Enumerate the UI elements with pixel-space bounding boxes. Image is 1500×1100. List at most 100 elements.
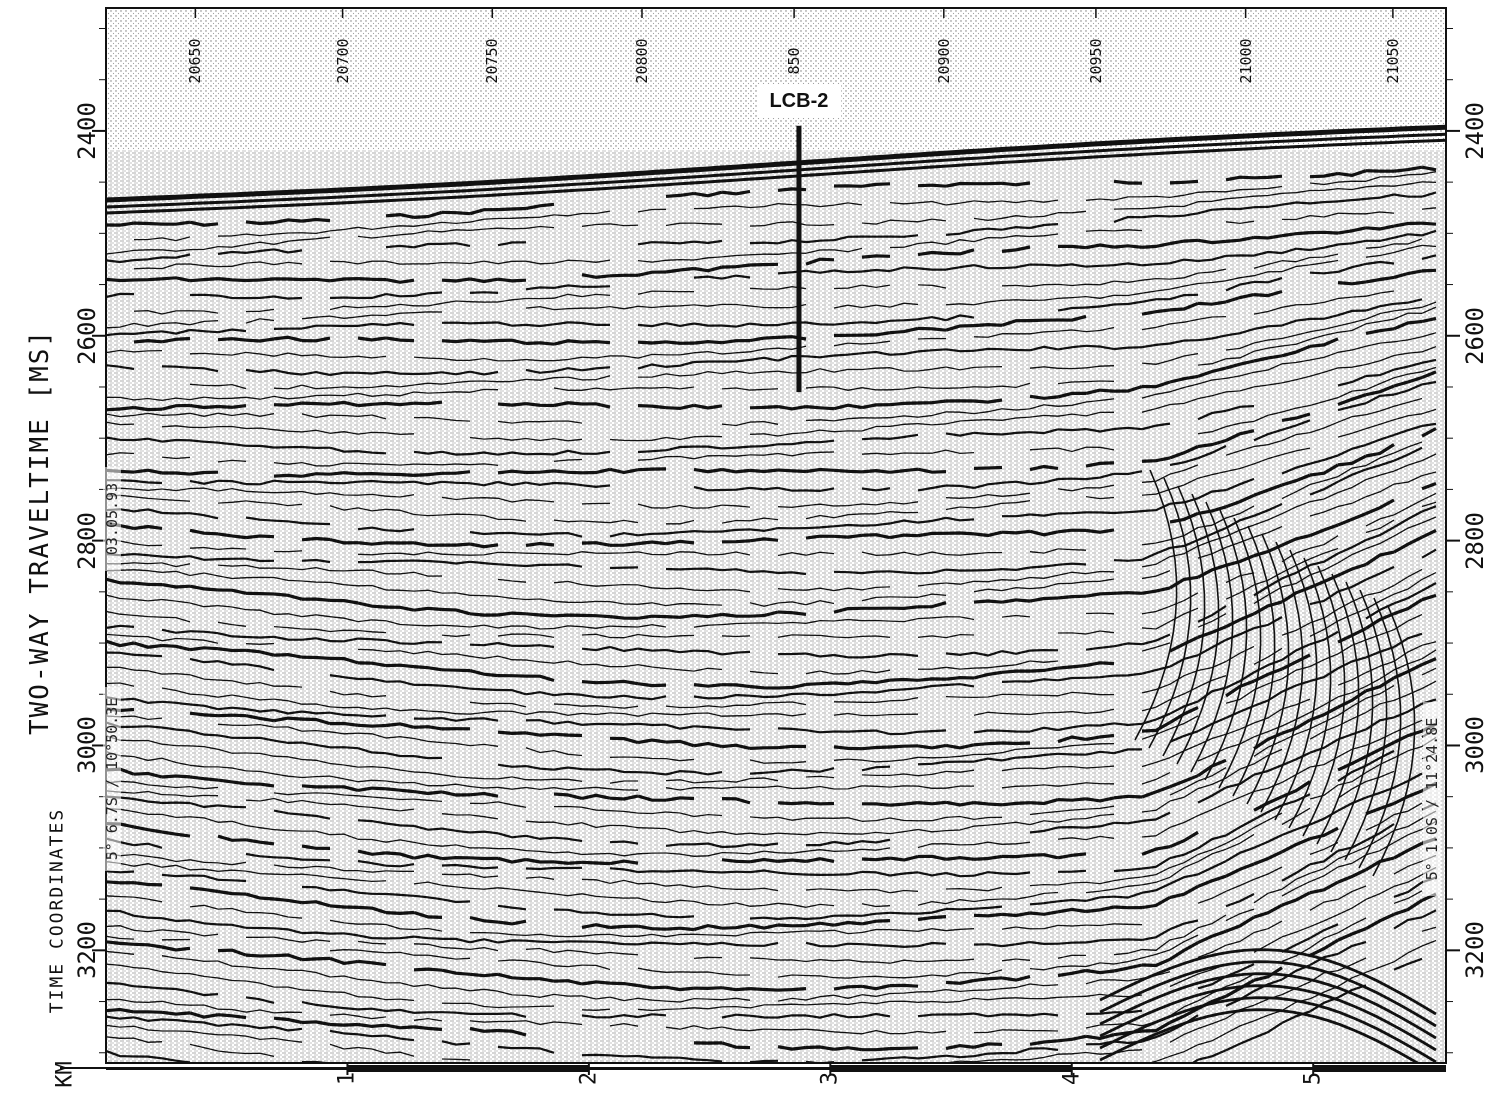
reflector — [862, 1049, 890, 1050]
reflector — [750, 623, 778, 624]
y-tick-label-left: 2400 — [73, 96, 101, 166]
reflector — [498, 1021, 526, 1022]
reflector — [526, 1078, 554, 1080]
reflector — [666, 916, 694, 917]
reflector — [582, 862, 610, 863]
reflector — [414, 561, 442, 562]
reflector — [890, 985, 918, 986]
reflector — [1058, 429, 1086, 430]
reflector — [750, 748, 778, 749]
reflector — [414, 969, 442, 970]
reflector — [1002, 743, 1030, 744]
reflector — [778, 746, 806, 747]
reflector — [946, 909, 974, 910]
reflector — [1002, 300, 1030, 301]
reflector — [974, 743, 1002, 745]
reflector — [246, 955, 274, 956]
reflector — [638, 871, 666, 872]
reflector — [750, 1079, 778, 1082]
reflector — [722, 614, 750, 616]
reflector — [974, 468, 1002, 469]
reflector — [302, 786, 330, 787]
reflector — [218, 649, 246, 651]
reflector — [442, 1085, 470, 1086]
reflector — [974, 325, 1002, 326]
reflector — [890, 1074, 918, 1077]
reflector — [526, 941, 554, 943]
reflector — [470, 1076, 498, 1078]
reflector — [134, 268, 162, 269]
reflector — [218, 279, 246, 281]
reflector — [498, 404, 526, 406]
reflector — [470, 974, 498, 975]
reflector — [526, 1006, 554, 1007]
reflector — [778, 918, 806, 919]
reflector — [918, 1085, 946, 1086]
reflector — [246, 536, 274, 538]
reflector — [470, 292, 498, 293]
reflector — [778, 803, 806, 804]
reflector — [1114, 560, 1142, 561]
reflector — [386, 913, 414, 914]
reflector — [554, 941, 582, 942]
reflector — [1114, 1064, 1142, 1065]
reflector — [750, 264, 778, 265]
trace-number-label: 20700 — [334, 21, 352, 101]
reflector — [918, 1074, 946, 1075]
well-trajectory — [796, 126, 801, 392]
reflector — [1030, 265, 1058, 266]
reflector — [778, 1070, 806, 1073]
reflector — [134, 655, 162, 656]
y-tick-label-left: 2800 — [73, 506, 101, 576]
reflector — [582, 682, 610, 683]
reflector — [302, 447, 330, 448]
reflector — [358, 725, 386, 726]
reflector — [778, 1004, 806, 1005]
reflector — [498, 218, 526, 219]
reflector — [1058, 512, 1086, 513]
km-bar-segment — [1072, 1067, 1313, 1070]
reflector — [526, 565, 554, 566]
y-axis-subtitle: TIME COORDINATES — [47, 791, 68, 1031]
reflector — [302, 958, 330, 959]
reflector — [274, 475, 302, 476]
reflector — [722, 636, 750, 637]
reflector — [778, 925, 806, 926]
reflector — [162, 1012, 190, 1014]
reflector — [974, 914, 1002, 916]
reflector — [862, 1086, 890, 1088]
reflector — [806, 225, 834, 226]
reflector — [554, 734, 582, 735]
reflector — [694, 685, 722, 687]
reflector — [694, 342, 722, 344]
trace-number-label: 21050 — [1384, 21, 1402, 101]
reflector — [1170, 181, 1198, 183]
reflector — [414, 464, 442, 465]
reflector — [1114, 593, 1142, 594]
reflector — [1114, 246, 1142, 248]
reflector — [610, 1088, 638, 1090]
reflector — [162, 366, 190, 367]
reflector — [1114, 1081, 1142, 1084]
reflector — [750, 407, 778, 408]
trace-number-label: 20950 — [1087, 21, 1105, 101]
reflector — [246, 928, 274, 929]
reflector — [1030, 748, 1058, 749]
reflector — [162, 473, 190, 474]
reflector — [1002, 803, 1030, 805]
trace-number-label: 20650 — [186, 21, 204, 101]
reflector — [1114, 796, 1142, 798]
reflector — [498, 1047, 526, 1048]
reflector — [1058, 943, 1086, 944]
km-bar-segment — [589, 1067, 830, 1070]
reflector — [918, 339, 946, 340]
reflector — [414, 473, 442, 475]
reflector — [330, 298, 358, 299]
reflector — [1030, 320, 1058, 321]
reflector — [582, 342, 610, 343]
reflector — [554, 471, 582, 473]
reflector — [526, 868, 554, 869]
reflector — [1086, 512, 1114, 513]
reflector — [722, 685, 750, 687]
reflector — [386, 665, 414, 666]
